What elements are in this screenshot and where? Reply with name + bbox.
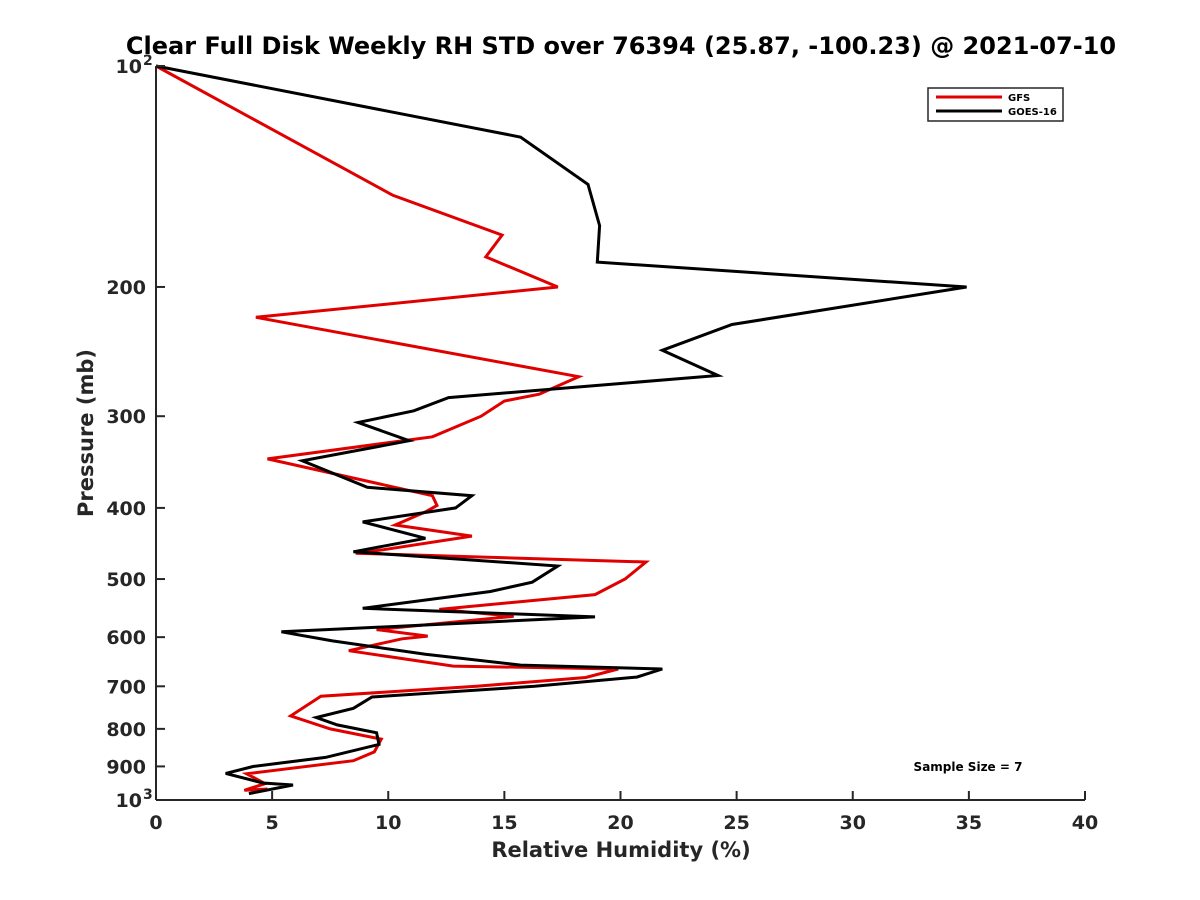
legend-entry-label: GOES-16 (1008, 107, 1057, 118)
x-tick-label: 30 (840, 812, 866, 834)
legend-entry-label: GFS (1008, 93, 1030, 104)
y-axis-label: Pressure (mb) (74, 349, 98, 517)
y-tick-label: 700 (106, 676, 146, 698)
chart-title: Clear Full Disk Weekly RH STD over 76394… (126, 32, 1116, 60)
y-tick-label: 900 (106, 756, 146, 778)
legend-box (927, 87, 1064, 122)
y-tick-label: 300 (106, 406, 146, 428)
x-tick-label: 35 (956, 812, 982, 834)
series-line-gfs (155, 64, 651, 792)
y-tick-exponent: 3 (143, 787, 153, 803)
y-tick-label: 500 (106, 569, 146, 591)
y-tick-label: 400 (106, 498, 146, 520)
legend: GFS GOES-16 (927, 87, 1064, 122)
x-tick-label: 40 (1072, 812, 1098, 834)
x-tick-label: 5 (266, 812, 279, 834)
series-line-goes-16 (155, 64, 967, 796)
sample-size-annotation: Sample Size = 7 (914, 760, 1023, 774)
x-tick-label: 25 (723, 812, 749, 834)
plot-area (155, 64, 967, 796)
y-tick-exponent: 2 (143, 53, 153, 69)
y-tick-label: 10 (116, 56, 142, 78)
x-axis-label: Relative Humidity (%) (491, 838, 750, 862)
x-tick-label: 10 (375, 812, 401, 834)
y-tick-label: 800 (106, 719, 146, 741)
x-tick-label: 0 (149, 812, 162, 834)
x-tick-label: 20 (607, 812, 633, 834)
y-tick-label: 200 (106, 277, 146, 299)
y-tick-label: 10 (116, 790, 142, 812)
x-tick-label: 15 (491, 812, 517, 834)
y-tick-label: 600 (106, 627, 146, 649)
